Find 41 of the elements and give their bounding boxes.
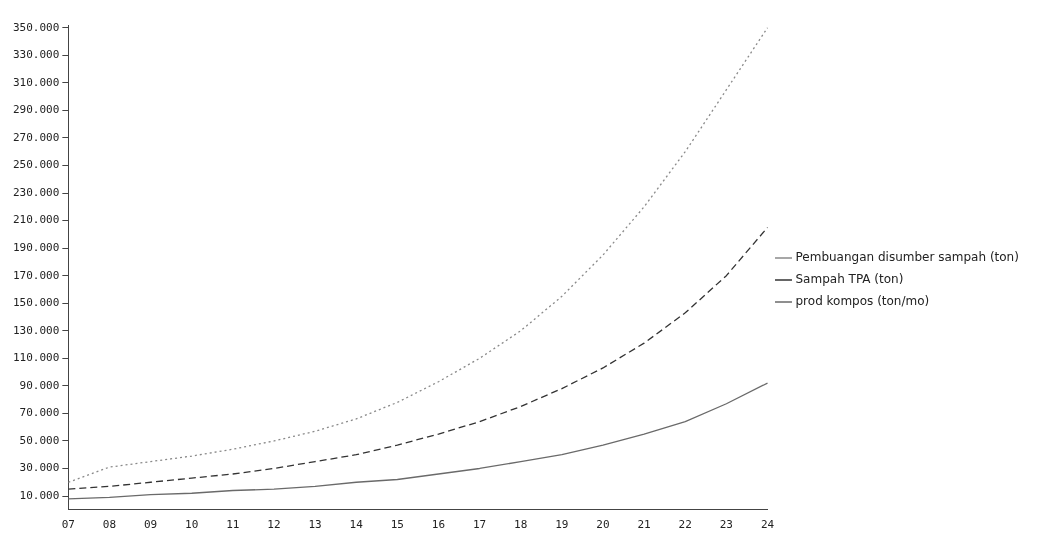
y-tick-label: 210.000 bbox=[13, 213, 60, 227]
x-tick-label: 15 bbox=[390, 518, 404, 532]
x-tick-label: 17 bbox=[472, 518, 487, 532]
x-tick-label: 11 bbox=[226, 518, 240, 532]
x-tick-label: 24 bbox=[760, 518, 775, 532]
x-tick-label: 23 bbox=[719, 518, 733, 532]
x-tick-label: 16 bbox=[431, 518, 446, 532]
line-series bbox=[67, 226, 769, 490]
x-tick-label: 14 bbox=[349, 518, 364, 532]
y-tick-label: 290.000 bbox=[13, 103, 60, 117]
x-tick-label: 18 bbox=[514, 518, 528, 532]
y-tick-label: 10.000 bbox=[19, 488, 60, 502]
line-series bbox=[67, 27, 769, 483]
y-tick-label: 270.000 bbox=[13, 130, 60, 144]
x-tick-label: 13 bbox=[308, 518, 322, 532]
y-tick-label: 170.000 bbox=[13, 268, 60, 282]
x-tick-label: 08 bbox=[102, 518, 117, 532]
y-tick-label: 250.000 bbox=[13, 158, 60, 172]
x-tick-label: 19 bbox=[555, 518, 569, 532]
x-tick-label: 10 bbox=[185, 518, 199, 532]
x-tick-label: 22 bbox=[678, 518, 692, 532]
x-tick-label: 20 bbox=[596, 518, 610, 532]
legend-label: prod kompos (ton/mo) bbox=[795, 294, 930, 309]
y-tick-label: 70.000 bbox=[19, 406, 60, 420]
y-tick-label: 330.000 bbox=[13, 48, 60, 62]
y-tick-label: 230.000 bbox=[13, 185, 60, 199]
y-tick-label: 90.000 bbox=[19, 378, 60, 392]
y-tick-label: 30.000 bbox=[19, 461, 60, 475]
legend-label: Pembuangan disumber sampah (ton) bbox=[795, 250, 1019, 265]
y-tick-label: 350.000 bbox=[13, 20, 60, 34]
y-tick-label: 110.000 bbox=[13, 351, 60, 365]
legend-label: Sampah TPA (ton) bbox=[795, 272, 904, 287]
y-tick-label: 50.000 bbox=[19, 433, 60, 447]
y-tick-label: 150.000 bbox=[13, 296, 60, 310]
x-tick-label: 09 bbox=[143, 518, 158, 532]
x-tick-label: 21 bbox=[637, 518, 651, 532]
y-tick-label: 130.000 bbox=[13, 323, 60, 337]
x-tick-label: 07 bbox=[61, 518, 75, 532]
y-tick-label: 310.000 bbox=[13, 75, 60, 89]
y-tick-label: 190.000 bbox=[13, 240, 60, 254]
x-tick-label: 12 bbox=[267, 518, 281, 532]
